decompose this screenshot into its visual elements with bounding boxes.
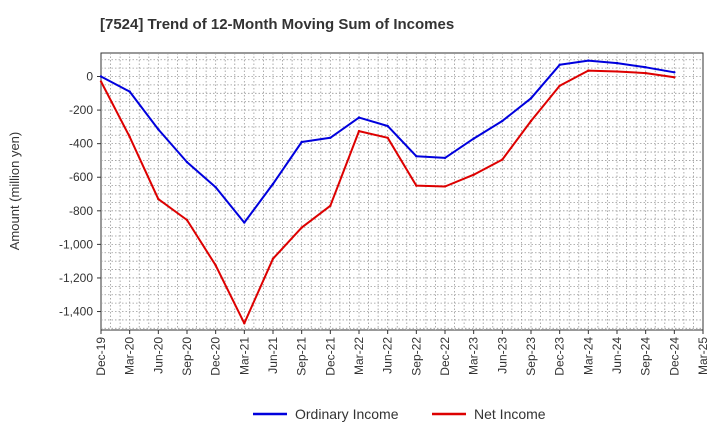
data-point-ordinary-income [329,136,332,139]
data-point-ordinary-income [644,66,647,69]
grid-lines [101,53,703,330]
x-tick-label: Sep-23 [524,337,538,376]
data-point-ordinary-income [271,182,275,186]
data-point-net-income [472,173,475,176]
data-point-net-income [443,185,447,188]
data-point-net-income [157,197,160,201]
x-tick-label: Jun-22 [381,337,395,374]
x-tick-label: Dec-19 [94,337,108,376]
x-tick-label: Jun-24 [610,337,624,374]
data-point-net-income [615,70,619,73]
data-point-net-income [386,136,389,139]
data-point-ordinary-income [529,97,533,100]
data-point-ordinary-income [300,140,303,144]
x-tick-label: Dec-21 [323,337,337,376]
x-tick-label: Mar-21 [237,337,251,375]
data-point-net-income [501,158,504,161]
data-point-ordinary-income [472,137,475,140]
y-tick-label: 0 [86,70,93,84]
x-tick-label: Jun-23 [495,337,509,374]
data-point-ordinary-income [157,128,160,131]
x-tick-label: Mar-24 [581,337,595,375]
x-tick-label: Dec-22 [438,337,452,376]
x-tick-label: Jun-21 [266,337,280,374]
x-tick-label: Sep-20 [180,337,194,376]
x-tick-label: Dec-20 [209,337,223,376]
legend: Ordinary Income Net Income [253,406,546,422]
data-point-ordinary-income [185,160,189,164]
y-tick-label: -400 [69,137,93,151]
data-point-ordinary-income [443,156,447,160]
data-point-ordinary-income [243,221,246,224]
data-point-net-income [415,184,418,187]
data-point-ordinary-income [214,186,217,189]
data-point-ordinary-income [501,119,504,123]
x-tick-label: Sep-22 [409,337,423,376]
data-point-ordinary-income [415,155,418,158]
data-point-net-income [673,76,676,79]
x-tick-label: Jun-20 [151,337,165,374]
chart-title: [7524] Trend of 12-Month Moving Sum of I… [100,16,455,33]
legend-label-net-income: Net Income [474,406,546,422]
data-point-net-income [128,135,131,139]
data-point-net-income [214,264,217,267]
data-point-net-income [329,204,332,207]
x-tick-label: Sep-24 [639,337,653,376]
y-tick-label: -1,000 [59,237,93,251]
x-tick-label: Dec-23 [553,337,567,376]
data-point-ordinary-income [386,124,389,128]
y-tick-label: -600 [69,170,93,184]
data-point-net-income [243,322,246,325]
x-tick-label: Sep-21 [295,337,309,376]
data-point-ordinary-income [357,116,361,119]
data-point-ordinary-income [615,61,619,65]
data-point-ordinary-income [99,75,103,78]
y-axis-title: Amount (million yen) [7,132,22,251]
data-point-net-income [587,69,590,72]
data-point-ordinary-income [587,59,590,62]
y-tick-label: -1,400 [59,305,93,319]
data-point-net-income [357,129,361,133]
legend-label-ordinary-income: Ordinary Income [295,406,399,422]
x-tick-label: Mar-20 [123,337,137,375]
x-tick-label: Mar-22 [352,337,366,375]
data-point-net-income [558,84,561,87]
y-tick-label: -200 [69,103,93,117]
data-point-ordinary-income [558,63,561,66]
data-point-net-income [529,119,533,123]
data-point-net-income [271,257,275,260]
x-tick-label: Dec-24 [667,337,681,376]
x-tick-label: Mar-23 [467,337,481,375]
series-lines [99,59,676,325]
y-tick-label: -1,200 [59,271,93,285]
data-point-net-income [644,71,647,75]
x-axis-ticks: Dec-19 Mar-20 Jun-20 Sep-20 Dec-20 Mar-21 Jun-… [94,330,710,376]
data-point-net-income [185,218,189,222]
x-tick-label: Mar-25 [696,337,710,375]
data-point-ordinary-income [128,90,131,93]
y-tick-label: -800 [69,204,93,218]
data-point-ordinary-income [673,71,676,74]
y-axis-ticks: 0 -200 -400 -600 -800 -1,000 -1,200 -1,400 [59,70,101,319]
plot-area [100,52,704,331]
data-point-net-income [300,226,303,229]
data-point-net-income [99,80,103,83]
